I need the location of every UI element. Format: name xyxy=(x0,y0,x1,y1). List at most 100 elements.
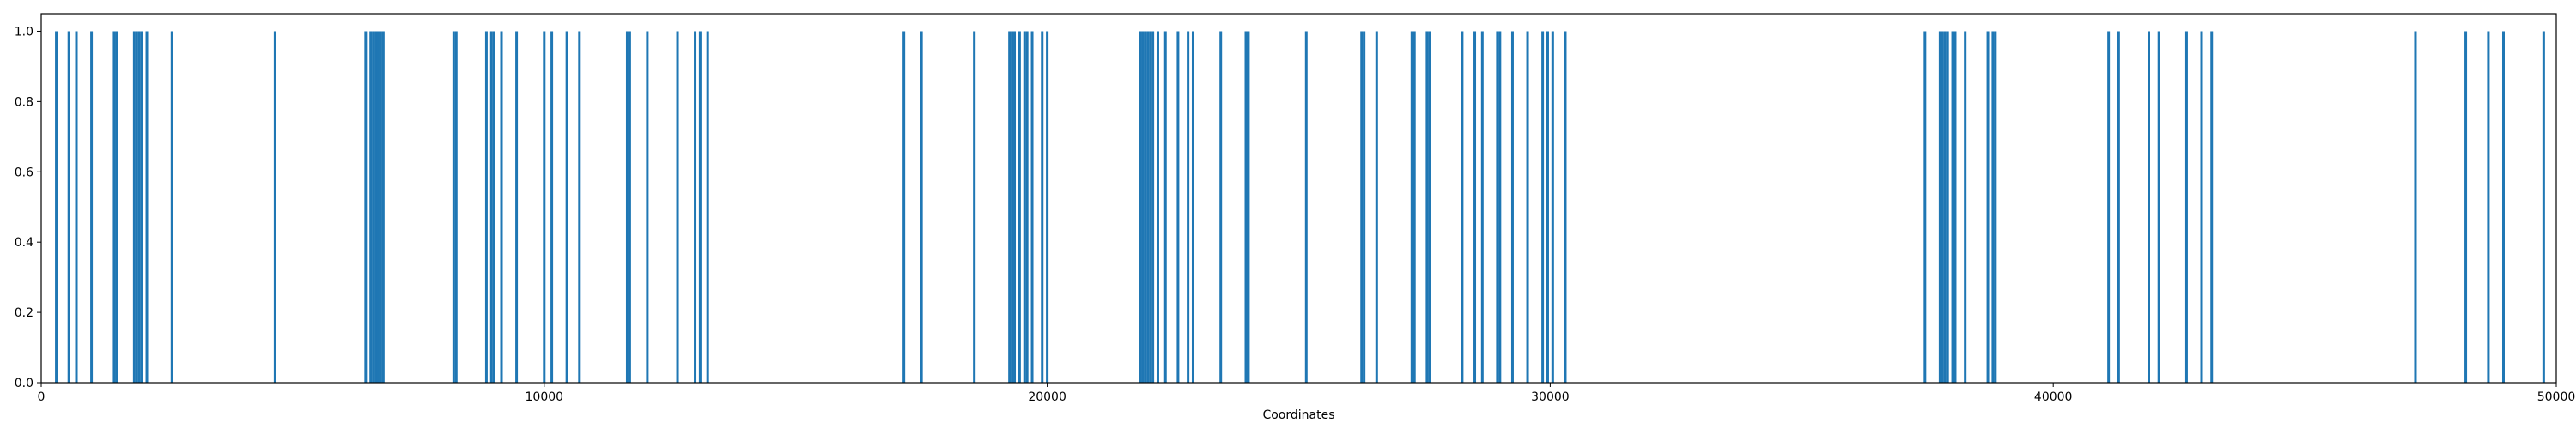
bar xyxy=(1943,31,1947,383)
bar xyxy=(1546,31,1549,383)
bar xyxy=(273,31,276,383)
bar xyxy=(376,31,380,383)
bar xyxy=(1480,31,1484,383)
bar xyxy=(2464,31,2468,383)
bar xyxy=(1176,31,1180,383)
bar xyxy=(454,31,458,383)
bar xyxy=(372,31,375,383)
bar xyxy=(1013,31,1017,383)
bar xyxy=(2184,31,2188,383)
y-tick-label: 1.0 xyxy=(15,25,33,39)
bar xyxy=(145,31,149,383)
x-tick-label: 10000 xyxy=(526,390,564,404)
bar xyxy=(1994,31,1997,383)
bar xyxy=(543,31,546,383)
bar xyxy=(1139,31,1142,383)
bar xyxy=(1953,31,1957,383)
bar xyxy=(1191,31,1194,383)
bar xyxy=(67,31,70,383)
bar xyxy=(2487,31,2490,383)
bar xyxy=(132,31,136,383)
bar xyxy=(1428,31,1431,383)
y-axis-ticks: 0.0 0.2 0.4 0.6 0.8 1.0 xyxy=(15,25,41,390)
bar xyxy=(1011,31,1014,383)
bar xyxy=(550,31,554,383)
bar xyxy=(1375,31,1378,383)
bar xyxy=(1304,31,1308,383)
bar xyxy=(1219,31,1223,383)
bar xyxy=(578,31,581,383)
bar xyxy=(170,31,173,383)
bar xyxy=(1526,31,1529,383)
bar xyxy=(1151,31,1155,383)
bar xyxy=(1018,31,1021,383)
y-tick-label: 0.6 xyxy=(15,166,33,179)
bar xyxy=(500,31,503,383)
bar xyxy=(625,31,629,383)
x-tick-label: 0 xyxy=(38,390,46,404)
bars-group xyxy=(55,31,2545,383)
bar xyxy=(628,31,631,383)
bar xyxy=(565,31,568,383)
bar xyxy=(2157,31,2160,383)
bar xyxy=(1938,31,1941,383)
y-tick-label: 0.2 xyxy=(15,306,33,320)
bar xyxy=(1149,31,1152,383)
bar xyxy=(369,31,373,383)
bar xyxy=(1187,31,1190,383)
bar xyxy=(112,31,116,383)
bar xyxy=(1030,31,1034,383)
bar xyxy=(1510,31,1514,383)
bar xyxy=(135,31,138,383)
bar xyxy=(1923,31,1927,383)
bar xyxy=(115,31,118,383)
bar xyxy=(1946,31,1949,383)
bar xyxy=(2148,31,2150,383)
x-axis-ticks: 0 10000 20000 30000 40000 50000 xyxy=(38,383,2576,404)
bar xyxy=(2117,31,2120,383)
bar xyxy=(379,31,382,383)
bar xyxy=(1008,31,1012,383)
bar xyxy=(1247,31,1250,383)
x-tick-label: 50000 xyxy=(2537,390,2576,404)
bar xyxy=(698,31,702,383)
bar xyxy=(2542,31,2545,383)
bar xyxy=(1564,31,1567,383)
bar xyxy=(452,31,455,383)
bar xyxy=(1023,31,1026,383)
bar xyxy=(2414,31,2417,383)
bar xyxy=(1461,31,1464,383)
bar xyxy=(381,31,385,383)
bar xyxy=(1141,31,1145,383)
bar xyxy=(484,31,488,383)
bar xyxy=(137,31,141,383)
x-axis-label: Coordinates xyxy=(1262,408,1334,422)
bar xyxy=(2107,31,2111,383)
bar xyxy=(1163,31,1167,383)
y-tick-label: 0.8 xyxy=(15,95,33,109)
bar xyxy=(489,31,493,383)
bar xyxy=(1413,31,1416,383)
bar xyxy=(1541,31,1545,383)
bar xyxy=(1156,31,1159,383)
bar xyxy=(1951,31,1954,383)
bar xyxy=(2210,31,2214,383)
bar xyxy=(90,31,94,383)
bar xyxy=(140,31,143,383)
bar xyxy=(1410,31,1413,383)
x-tick-label: 20000 xyxy=(1028,390,1066,404)
bar xyxy=(902,31,906,383)
bar xyxy=(374,31,378,383)
bar xyxy=(1144,31,1147,383)
bar xyxy=(1041,31,1044,383)
bar xyxy=(1551,31,1554,383)
bar xyxy=(55,31,58,383)
bar xyxy=(1025,31,1029,383)
bar xyxy=(1046,31,1049,383)
bar xyxy=(1360,31,1364,383)
bar xyxy=(676,31,679,383)
bar xyxy=(1146,31,1150,383)
bar xyxy=(1964,31,1967,383)
bar xyxy=(515,31,519,383)
bar xyxy=(75,31,78,383)
